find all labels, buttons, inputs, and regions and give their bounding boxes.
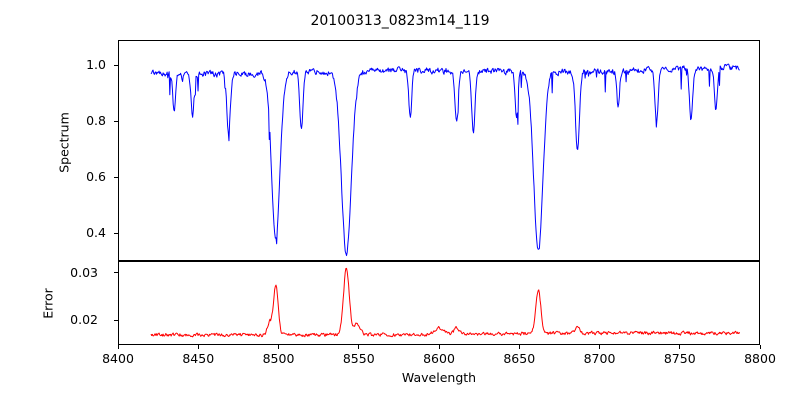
x-tickmark xyxy=(518,345,520,349)
x-tickmark xyxy=(278,345,280,349)
spectrum-y-tick-label: 0.8 xyxy=(86,113,106,129)
spectrum-y-tickmark xyxy=(114,120,118,122)
spectrum-y-tickmark xyxy=(114,64,118,66)
error-y-tickmark xyxy=(114,319,118,321)
figure-title: 20100313_0823m14_119 xyxy=(310,13,490,29)
x-tick-label: 8750 xyxy=(663,351,696,366)
x-tickmark xyxy=(679,345,681,349)
x-tickmark xyxy=(759,345,761,349)
spectrum-panel xyxy=(118,40,760,261)
error-trace-area xyxy=(119,262,759,344)
x-tick-label: 8800 xyxy=(744,351,776,366)
x-tickmark xyxy=(358,345,360,349)
error-y-tick-label: 0.02 xyxy=(70,312,98,328)
spectrum-axis-label: Spectrum xyxy=(56,112,72,173)
x-tick-label: 8550 xyxy=(342,351,375,366)
error-line xyxy=(151,268,740,337)
x-tick-label: 8650 xyxy=(503,351,536,366)
x-tickmark xyxy=(117,345,119,349)
spectrum-y-tick-label: 0.6 xyxy=(86,169,106,185)
x-tick-label: 8600 xyxy=(423,351,455,366)
x-tickmark xyxy=(197,345,199,349)
spectrum-y-tickmark xyxy=(114,176,118,178)
x-tick-label: 8700 xyxy=(583,351,616,366)
error-y-tick-label: 0.03 xyxy=(70,264,98,280)
spectrum-line xyxy=(151,64,740,256)
wavelength-axis-label: Wavelength xyxy=(401,370,477,385)
error-panel xyxy=(118,261,760,345)
x-tick-label: 8450 xyxy=(182,351,215,366)
error-y-tickmark xyxy=(114,272,118,274)
error-axis-label: Error xyxy=(40,288,56,319)
x-tick-label: 8400 xyxy=(102,351,134,366)
spectrum-y-tickmark xyxy=(114,232,118,234)
x-tickmark xyxy=(438,345,440,349)
x-tick-label: 8500 xyxy=(262,351,295,366)
spectrum-y-tick-label: 1.0 xyxy=(86,57,106,73)
spectrum-trace-area xyxy=(119,41,759,260)
spectrum-y-tick-label: 0.4 xyxy=(86,225,106,241)
x-tickmark xyxy=(599,345,601,349)
